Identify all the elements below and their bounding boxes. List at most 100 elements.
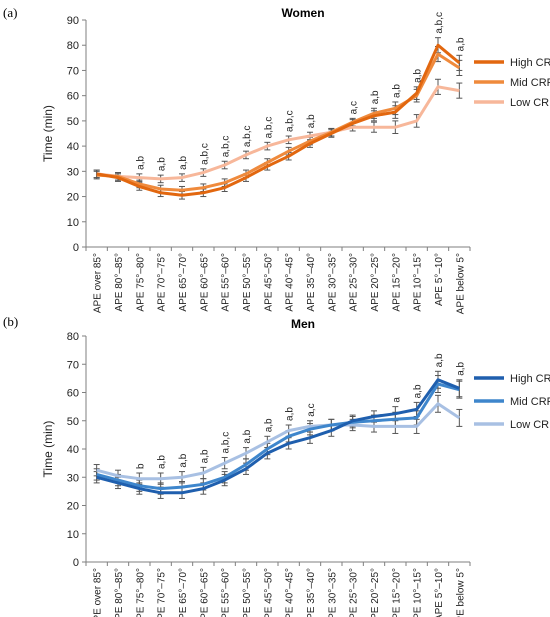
significance-label: a,b — [455, 361, 466, 375]
x-tick-label: APE 50°–55° — [242, 568, 253, 617]
chart-panel-0: (a) Women 0 10 20 30 40 50 60 70 80 90 Time (min) APE… — [3, 5, 550, 314]
significance-label: a,b,c — [199, 143, 210, 165]
y-tick-label: 80 — [67, 40, 79, 52]
y-tick-label: 70 — [67, 359, 79, 371]
significance-label: a,b — [157, 157, 168, 171]
significance-label: a,b — [178, 156, 189, 170]
significance-label: a,b,c — [285, 110, 296, 132]
significance-label: a,b — [391, 84, 402, 98]
significance-label: a,b — [263, 418, 274, 432]
series-line — [96, 43, 461, 197]
significance-label: a,b — [455, 37, 466, 51]
x-tick-label: APE 60°–65° — [199, 253, 210, 312]
panel-label: (b) — [3, 314, 18, 329]
x-tick-label: APE 45°–50° — [263, 568, 274, 617]
legend-label: High CRF — [510, 373, 550, 385]
x-tick-label: APE 60°–65° — [199, 568, 210, 617]
x-tick-label: APE 65°–70° — [178, 253, 189, 312]
chart-title: Women — [281, 6, 324, 20]
series-low-crf — [93, 394, 463, 485]
significance-label: a,b,c — [434, 12, 445, 34]
y-tick-label: 0 — [73, 242, 79, 254]
panel-label: (a) — [3, 5, 17, 20]
significance-label: a,b — [199, 449, 210, 463]
significance-label: b — [135, 463, 146, 469]
significance-label: a,b — [157, 455, 168, 469]
significance-label: a,b — [413, 384, 424, 398]
y-tick-label: 20 — [67, 192, 79, 204]
y-tick-label: 0 — [73, 557, 79, 569]
significance-label: a,b — [242, 429, 253, 443]
y-tick-label: 40 — [67, 141, 79, 153]
significance-label: a,c — [306, 403, 317, 416]
legend-label: Mid CRF — [510, 77, 550, 89]
significance-label: a,c — [349, 101, 360, 114]
x-tick-label: APE 70°–75° — [157, 568, 168, 617]
x-tick-label: APE 15°–20° — [391, 568, 402, 617]
x-tick-label: APE 40°–45° — [285, 568, 296, 617]
series-line — [96, 382, 460, 491]
y-tick-label: 80 — [67, 331, 79, 343]
x-tick-label: APE 45°–50° — [263, 253, 274, 312]
significance-label: a,b — [413, 68, 424, 82]
x-tick-label: APE 35°–40° — [306, 568, 317, 617]
x-tick-label: APE 25°–30° — [349, 253, 360, 312]
series-line — [96, 85, 460, 181]
x-tick-label: APE 30°–35° — [327, 568, 338, 617]
significance-label: a,b — [434, 353, 445, 367]
x-tick-label: APE 55°–60° — [221, 568, 232, 617]
x-tick-label: APE 50°–55° — [242, 253, 253, 312]
y-tick-label: 60 — [67, 91, 79, 103]
x-tick-label: APE over 85° — [93, 253, 104, 313]
significance-label: a — [391, 397, 402, 403]
significance-label: a,b — [306, 114, 317, 128]
significance-label: a,b — [135, 156, 146, 170]
y-tick-label: 90 — [67, 15, 79, 27]
significance-label: a,b,c — [263, 117, 274, 139]
y-tick-label: 50 — [67, 116, 79, 128]
x-tick-label: APE 15°–20° — [391, 253, 402, 312]
y-tick-label: 10 — [67, 529, 79, 541]
y-tick-label: 20 — [67, 501, 79, 513]
significance-label: a,b,c — [221, 432, 232, 454]
chart-panel-1: (b) Men 0 10 20 30 40 50 60 70 80 Time (min) APE ove… — [3, 314, 550, 617]
series-low-crf — [93, 78, 463, 184]
x-tick-label: APE 35°–40° — [306, 253, 317, 312]
series-line — [96, 52, 461, 192]
y-tick-label: 30 — [67, 166, 79, 178]
y-axis-title: Time (min) — [41, 105, 55, 162]
series-line — [96, 378, 460, 495]
chart-title: Men — [291, 317, 315, 331]
x-tick-label: APE 10°–15° — [413, 253, 424, 312]
x-tick-label: APE below 5° — [455, 568, 466, 617]
x-tick-label: APE 75°–80° — [135, 253, 146, 312]
y-tick-label: 40 — [67, 444, 79, 456]
legend-label: Low CRF — [510, 419, 550, 431]
legend-label: Low CRF — [510, 97, 550, 109]
series-high-crf — [93, 37, 463, 200]
x-tick-label: APE 80°–85° — [114, 253, 125, 312]
y-axis-title: Time (min) — [41, 421, 55, 478]
x-tick-label: APE 5°–10° — [434, 568, 445, 617]
x-tick-label: APE over 85° — [93, 568, 104, 617]
x-tick-label: APE 75°–80° — [135, 568, 146, 617]
y-tick-label: 50 — [67, 416, 79, 428]
series-line — [96, 402, 461, 481]
x-tick-label: APE 40°–45° — [285, 253, 296, 312]
x-tick-label: APE 20°–25° — [370, 568, 381, 617]
x-tick-label: APE 70°–75° — [157, 253, 168, 312]
y-tick-label: 10 — [67, 217, 79, 229]
x-tick-label: APE 20°–25° — [370, 253, 381, 312]
y-tick-label: 70 — [67, 65, 79, 77]
significance-label: a,b — [285, 407, 296, 421]
legend-label: Mid CRF — [510, 396, 550, 408]
x-tick-label: APE 10°–15° — [413, 568, 424, 617]
x-tick-label: APE 65°–70° — [178, 568, 189, 617]
significance-label: a,b,c — [242, 125, 253, 147]
series-mid-crf — [93, 45, 463, 195]
significance-label: a,b,c — [221, 136, 232, 158]
x-tick-label: APE 30°–35° — [327, 253, 338, 312]
x-tick-label: APE 25°–30° — [349, 568, 360, 617]
x-tick-label: APE 55°–60° — [221, 253, 232, 312]
